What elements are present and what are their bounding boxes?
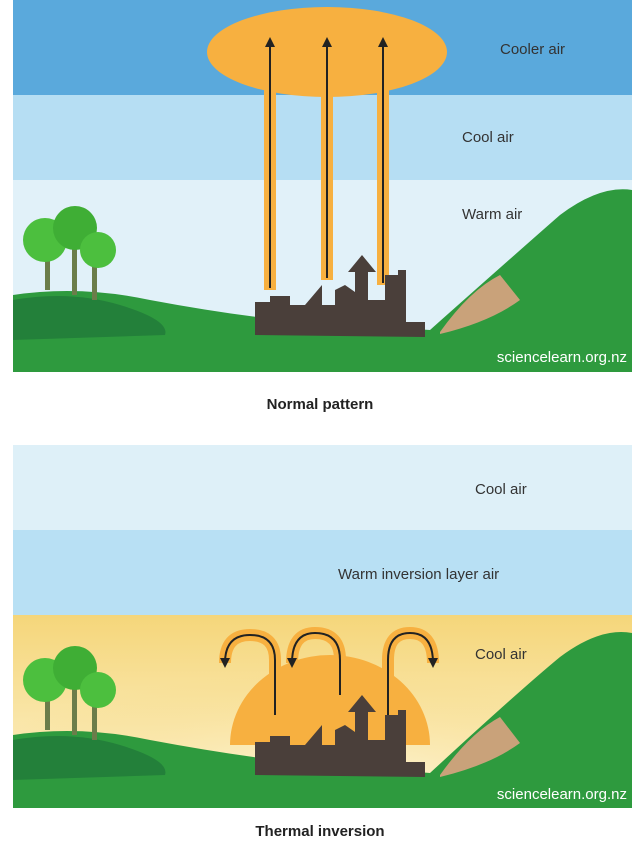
hill: [13, 189, 632, 372]
caption: Normal pattern: [267, 396, 374, 413]
label: Warm inversion layer air: [338, 566, 499, 583]
panel-inversion: Cool air Warm inversion layer air Cool a…: [13, 445, 632, 808]
bush: [13, 736, 166, 780]
label: Cool air: [475, 481, 527, 498]
rock: [440, 717, 520, 777]
label: Warm air: [462, 206, 522, 223]
band-cool-top: [13, 445, 632, 530]
band-inversion: [13, 530, 632, 615]
label: Cool air: [462, 129, 514, 146]
trapped-arrows: [219, 626, 439, 720]
bush: [13, 296, 166, 340]
caption: Thermal inversion: [255, 823, 384, 840]
rock: [440, 275, 520, 334]
watermark: sciencelearn.org.nz: [497, 786, 627, 803]
label: Cool air: [475, 646, 527, 663]
rising-arrows: [264, 37, 389, 290]
panel-normal: Cooler air Cool air Warm air sciencelear…: [13, 0, 632, 372]
watermark: sciencelearn.org.nz: [497, 349, 627, 366]
label: Cooler air: [500, 41, 565, 58]
